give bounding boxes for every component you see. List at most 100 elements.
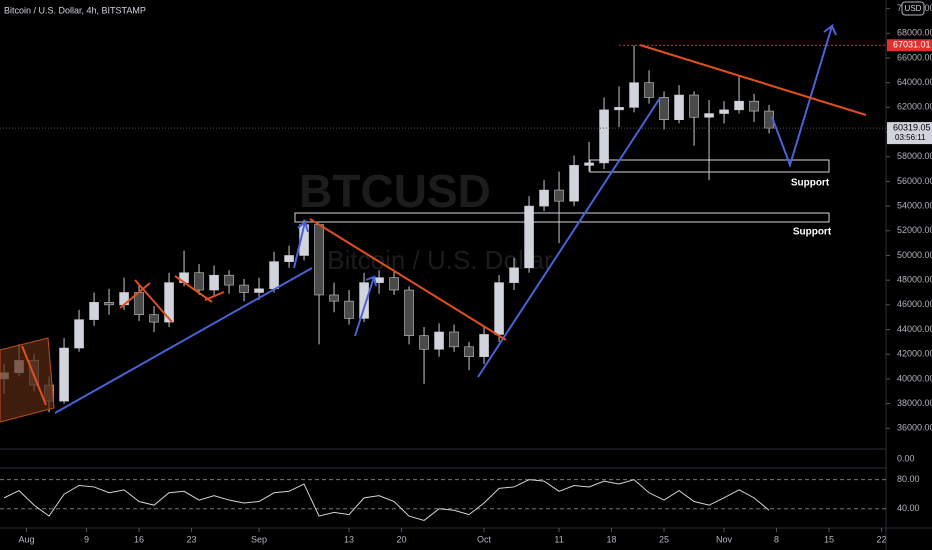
candle-body — [599, 109, 609, 164]
candle-body — [449, 331, 459, 348]
chart-title: Bitcoin / U.S. Dollar, 4h, BITSTAMP — [4, 5, 146, 15]
candle-body — [629, 82, 639, 108]
currency: USD — [905, 4, 922, 13]
countdown: 03:56:11 — [895, 133, 926, 142]
y-tick-label: 56000.00 — [897, 176, 932, 186]
y-tick-label: 36000.00 — [897, 423, 932, 433]
volume-tick-label: 0.00 — [897, 453, 915, 463]
y-tick-label: 46000.00 — [897, 299, 932, 309]
candle-body — [359, 282, 369, 319]
candle-body — [749, 100, 759, 112]
candle-body — [569, 165, 579, 202]
candle-body — [239, 284, 249, 293]
candle-body — [284, 255, 294, 262]
x-tick-label: Oct — [477, 534, 492, 544]
candle-body — [209, 274, 219, 291]
candle-body — [389, 277, 399, 291]
candle-body — [89, 302, 99, 320]
y-tick-label: 54000.00 — [897, 200, 932, 210]
high-label-box — [887, 39, 932, 52]
rsi-line — [3, 479, 770, 521]
x-tick-label: 20 — [397, 534, 407, 544]
candle-body — [674, 94, 684, 121]
y-tick-label: 50000.00 — [897, 250, 932, 260]
candle-body — [689, 94, 699, 118]
x-tick-label: 13 — [344, 534, 354, 544]
trendline — [639, 44, 867, 116]
candle-body — [224, 274, 234, 286]
y-tick-label: 38000.00 — [897, 398, 932, 408]
last-label: 60319.05 — [893, 122, 931, 132]
trendline — [477, 97, 661, 378]
candle-body — [74, 319, 84, 349]
candle-body — [614, 107, 624, 111]
high-label: 67031.01 — [893, 40, 931, 50]
candle-body — [719, 109, 729, 114]
rsi-tick-label: 40.00 — [897, 503, 920, 513]
y-tick-label: 68000.00 — [897, 28, 932, 38]
y-tick-label: 64000.00 — [897, 77, 932, 87]
x-tick-label: 11 — [554, 534, 563, 544]
x-tick-label: 9 — [84, 534, 89, 544]
candle-body — [509, 267, 519, 283]
y-tick-label: 42000.00 — [897, 349, 932, 359]
candle-body — [194, 272, 204, 291]
y-tick-label: 40000.00 — [897, 373, 932, 383]
candle-body — [164, 282, 174, 323]
trendline — [134, 279, 173, 323]
support-box — [589, 159, 830, 173]
candle-body — [104, 302, 114, 306]
candle-body — [59, 347, 69, 402]
trendline — [119, 282, 151, 309]
candle-body — [584, 162, 594, 166]
support-box — [294, 212, 830, 223]
trendline — [21, 345, 47, 406]
candle-body — [464, 346, 474, 357]
x-tick-label: Aug — [19, 534, 35, 544]
candle-body — [704, 113, 714, 118]
y-tick-label: 44000.00 — [897, 324, 932, 334]
candles — [0, 45, 774, 413]
candle-body — [434, 331, 444, 350]
candle-body — [149, 314, 159, 323]
arrow — [771, 23, 837, 169]
currency-badge — [901, 1, 925, 16]
watermark-subtitle: Bitcoin / U.S. Dollar — [327, 245, 553, 275]
x-tick-label: 22 — [877, 534, 887, 544]
candle-body — [419, 335, 429, 350]
x-tick-label: 15 — [824, 534, 834, 544]
x-tick-label: 25 — [659, 534, 669, 544]
candle-body — [644, 82, 654, 98]
trendline — [204, 291, 225, 301]
candle-body — [494, 282, 504, 335]
rsi-tick-label: 80.00 — [897, 474, 920, 484]
arrow — [354, 275, 377, 337]
annotation: Support — [791, 178, 830, 189]
watermark: BTCUSD — [299, 165, 491, 217]
channel — [0, 337, 55, 423]
candle-body — [254, 288, 264, 293]
candle-body — [314, 224, 324, 296]
candle-body — [734, 100, 744, 111]
candle-body — [404, 289, 414, 336]
x-tick-label: 18 — [607, 534, 617, 544]
candle-body — [659, 97, 669, 121]
trendline — [174, 275, 213, 303]
candle-body — [329, 294, 339, 302]
x-tick-label: Sep — [251, 534, 267, 544]
x-tick-label: 23 — [187, 534, 197, 544]
trendline — [54, 267, 313, 414]
candle-body — [269, 261, 279, 290]
candle-body — [524, 205, 534, 269]
y-tick-label: 52000.00 — [897, 225, 932, 235]
candle-body — [344, 300, 354, 319]
drawings — [0, 23, 867, 423]
arrow — [293, 219, 309, 269]
x-tick-label: Nov — [716, 534, 733, 544]
last-label-box — [887, 122, 932, 145]
x-tick-label: 16 — [134, 534, 144, 544]
y-tick-label: 66000.00 — [897, 52, 932, 62]
candle-body — [539, 189, 549, 207]
y-tick-label: 48000.00 — [897, 275, 932, 285]
